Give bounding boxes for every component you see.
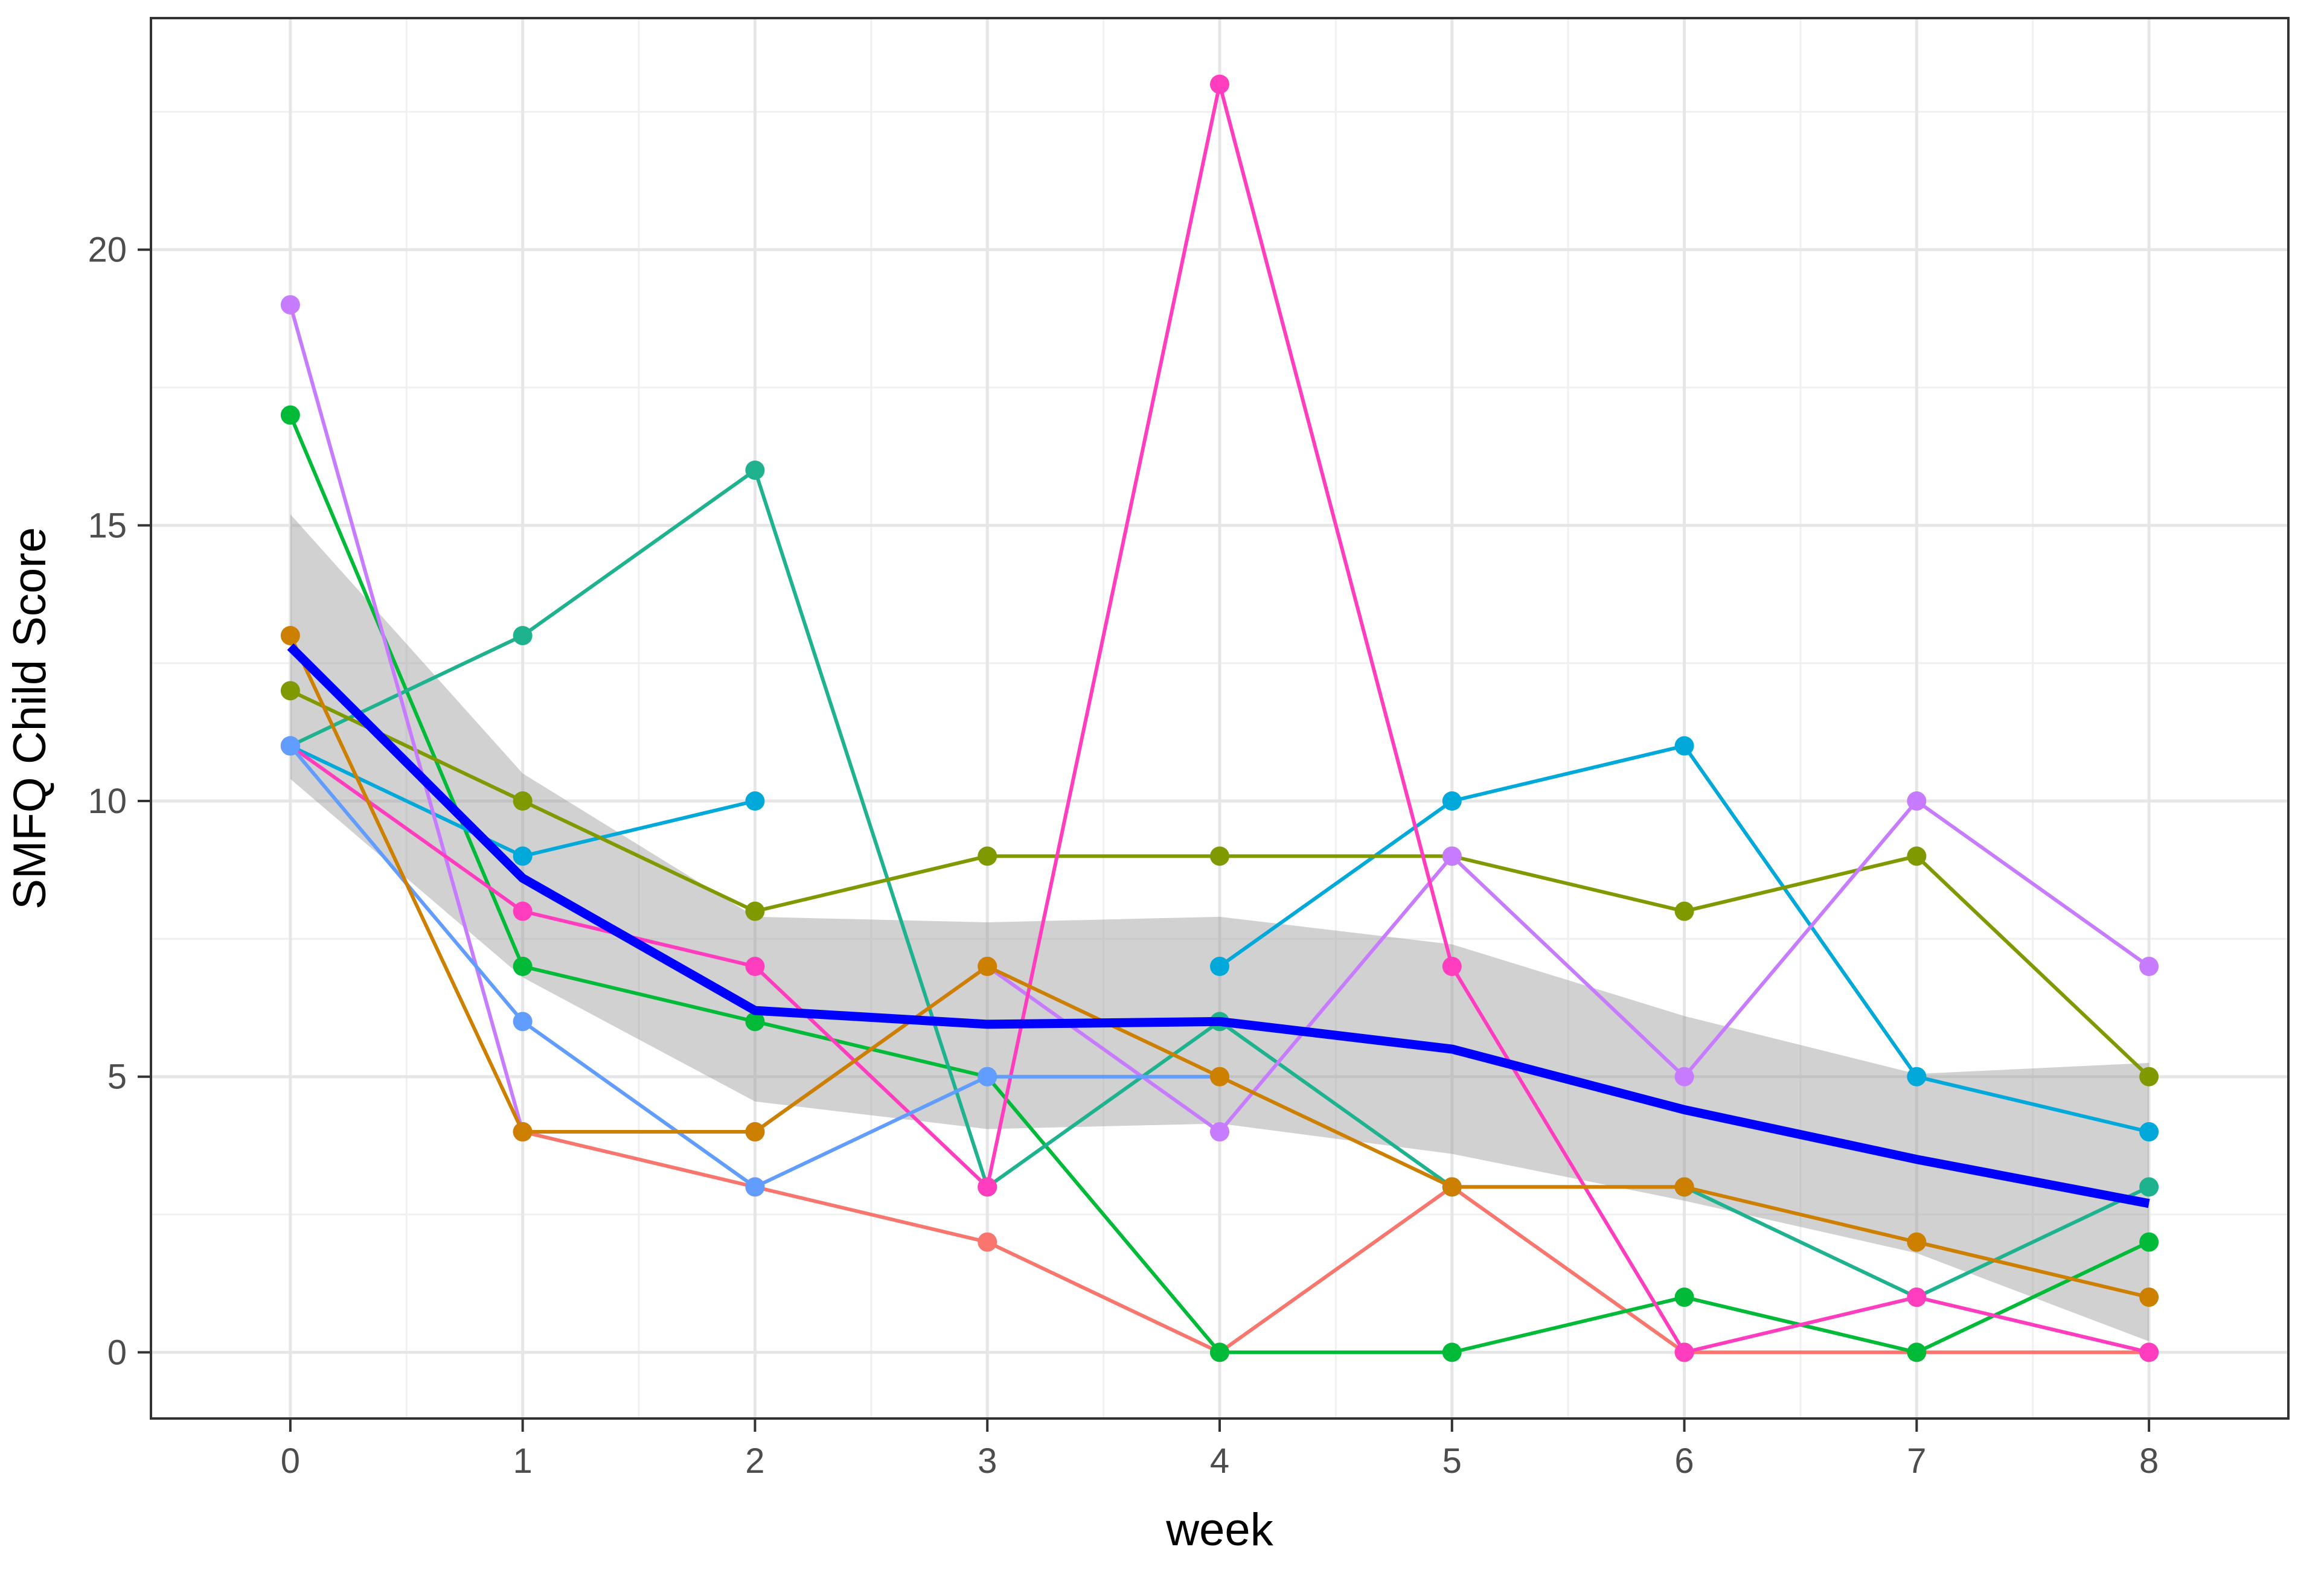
series-point-5 [280, 681, 300, 701]
x-axis-title: week [1165, 1504, 1273, 1556]
series-point-6 [1674, 1067, 1694, 1087]
series-point-4 [1210, 957, 1229, 977]
series-point-9 [1674, 1177, 1694, 1197]
y-tick-label: 0 [107, 1333, 127, 1372]
y-axis-title: SMFQ Child Score [4, 527, 56, 910]
series-point-5 [1674, 901, 1694, 921]
smooth-trend-line [287, 643, 2150, 1208]
series-point-5 [745, 901, 765, 921]
x-tick-label: 4 [1210, 1441, 1229, 1481]
series-point-7 [1907, 1288, 1927, 1307]
series-point-9 [1442, 1177, 1462, 1197]
series-point-9 [1907, 1232, 1927, 1252]
x-tick-label: 6 [1674, 1441, 1694, 1481]
series-point-7 [978, 1177, 997, 1197]
series-point-7 [1442, 957, 1462, 977]
series-point-7 [745, 957, 765, 977]
y-tick-label: 15 [88, 506, 127, 545]
x-tick-label: 1 [513, 1441, 533, 1481]
y-tick-label: 20 [88, 231, 127, 270]
series-point-1 [1907, 1342, 1927, 1362]
series-point-8 [745, 1177, 765, 1197]
x-tick-label: 2 [745, 1441, 764, 1481]
series-point-9 [2139, 1288, 2159, 1307]
series-point-7 [1674, 1342, 1694, 1362]
series-point-6 [280, 295, 300, 314]
series-point-1 [2139, 1232, 2159, 1252]
confidence-band [290, 514, 2150, 1342]
series-point-2 [745, 460, 765, 480]
series-point-6 [1907, 791, 1927, 811]
series-point-6 [2139, 957, 2159, 977]
series-point-3 [745, 791, 765, 811]
series-point-1 [745, 1012, 765, 1032]
series-point-1 [513, 957, 533, 977]
series-point-1 [1210, 1342, 1229, 1362]
series-point-5 [1907, 846, 1927, 866]
series-points [280, 74, 2159, 1362]
series-point-1 [1442, 1342, 1462, 1362]
series-point-8 [513, 1012, 533, 1032]
x-tick-label: 0 [281, 1441, 300, 1481]
series-point-7 [513, 901, 533, 921]
series-point-1 [1674, 1288, 1694, 1307]
series-point-3 [513, 846, 533, 866]
series-point-9 [978, 957, 997, 977]
x-tick-label: 7 [1907, 1441, 1926, 1481]
series-point-7 [1210, 74, 1229, 94]
series-line-0 [522, 1130, 2150, 1355]
x-tick-label: 3 [978, 1441, 997, 1481]
series-point-9 [513, 1122, 533, 1142]
series-point-4 [2139, 1122, 2159, 1142]
series-point-8 [978, 1067, 997, 1087]
series-point-5 [978, 846, 997, 866]
series-point-9 [280, 625, 300, 645]
series-point-4 [1674, 736, 1694, 756]
x-tick-label: 8 [2139, 1441, 2159, 1481]
series-point-9 [745, 1122, 765, 1142]
x-tick-label: 5 [1442, 1441, 1462, 1481]
series-point-4 [1907, 1067, 1927, 1087]
series-point-0 [978, 1232, 997, 1252]
y-tick-label: 5 [107, 1058, 127, 1097]
series-point-7 [2139, 1342, 2159, 1362]
series-point-5 [2139, 1067, 2159, 1087]
x-axis: 0 1 2 3 4 5 6 7 8 [281, 1418, 2159, 1481]
series-point-1 [280, 405, 300, 425]
series-point-8 [280, 736, 300, 756]
series-point-6 [1442, 846, 1462, 866]
series-point-4 [1442, 791, 1462, 811]
series-point-9 [1210, 1067, 1229, 1087]
series-point-6 [1210, 1122, 1229, 1142]
y-tick-label: 10 [88, 782, 127, 821]
y-axis: 0 5 10 15 20 [88, 231, 151, 1372]
series-point-5 [513, 791, 533, 811]
series-point-5 [1210, 846, 1229, 866]
series-point-2 [2139, 1177, 2159, 1197]
series-point-2 [513, 625, 533, 645]
